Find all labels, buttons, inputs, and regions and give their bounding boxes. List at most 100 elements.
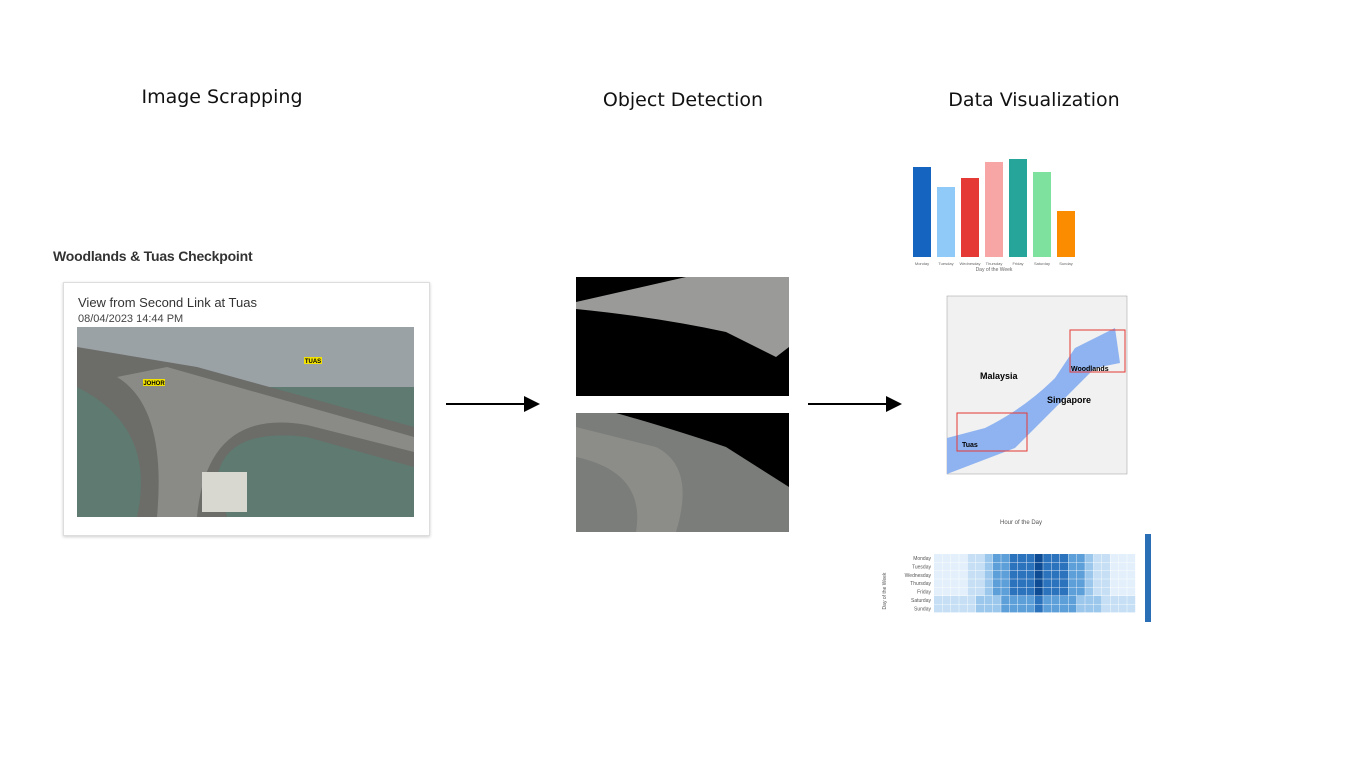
heatmap-cell bbox=[1060, 570, 1068, 579]
heatmap-cell bbox=[1076, 570, 1085, 579]
heatmap-cell bbox=[1110, 554, 1119, 562]
heatmap-cell bbox=[967, 579, 976, 588]
heatmap-cell bbox=[1043, 587, 1052, 596]
heatmap-cell bbox=[1060, 579, 1068, 588]
heatmap-cell bbox=[1110, 587, 1119, 596]
bar-chart-image: Day of the Week Monday Tuesday Wednesday Th… bbox=[913, 159, 1075, 273]
heatmap-cell bbox=[1051, 562, 1060, 571]
heading: Data Visualization bbox=[948, 89, 1120, 111]
row-label: Monday bbox=[913, 556, 931, 562]
heatmap-cell bbox=[1034, 596, 1043, 604]
heatmap-cell bbox=[1127, 562, 1136, 571]
heatmap-cell bbox=[942, 587, 951, 596]
heatmap-title: Hour of the Day bbox=[1000, 520, 1042, 526]
masked-area bbox=[616, 413, 789, 487]
camera-photo: JOHOR TUAS bbox=[77, 327, 414, 517]
heatmap-cell bbox=[1034, 587, 1043, 596]
heatmap-cell bbox=[1127, 579, 1136, 588]
heatmap-cell bbox=[1102, 596, 1110, 604]
heatmap-cell bbox=[1043, 554, 1052, 562]
x-tick-label: Saturday bbox=[1034, 261, 1050, 266]
row-label: Sunday bbox=[914, 606, 931, 612]
heatmap-cell bbox=[942, 570, 951, 579]
arrows bbox=[446, 396, 902, 412]
heatmap-cell bbox=[1051, 587, 1060, 596]
heading: Object Detection bbox=[602, 89, 764, 111]
heatmap-cell bbox=[1093, 579, 1102, 588]
heatmap-cell bbox=[942, 604, 951, 613]
heatmap-cell bbox=[1110, 562, 1119, 571]
heatmap-cell bbox=[1018, 604, 1026, 613]
heatmap-cell bbox=[1060, 587, 1068, 596]
heatmap-cell bbox=[976, 587, 984, 596]
heatmap-cell bbox=[934, 579, 942, 588]
heatmap-cell bbox=[1034, 579, 1043, 588]
heatmap-cell bbox=[976, 570, 984, 579]
heatmap-cell bbox=[1034, 604, 1043, 613]
colorbar bbox=[1145, 534, 1151, 622]
camera-card: View from Second Link at Tuas 08/04/2023… bbox=[63, 282, 430, 536]
heatmap-cell bbox=[1068, 596, 1077, 604]
heatmap-cell bbox=[959, 562, 968, 571]
x-tick-label: Thursday bbox=[986, 261, 1003, 266]
heatmap-cell bbox=[1018, 554, 1026, 562]
heatmap-cell bbox=[984, 570, 993, 579]
heatmap-cell bbox=[992, 604, 1001, 613]
heatmap-cell bbox=[1001, 570, 1010, 579]
heatmap-cell bbox=[1060, 596, 1068, 604]
heatmap-cell bbox=[950, 604, 959, 613]
heatmap-cell bbox=[1102, 570, 1110, 579]
heatmap-cell bbox=[934, 554, 942, 562]
heatmap-cell bbox=[1026, 562, 1035, 571]
heatmap-cell bbox=[984, 554, 993, 562]
heatmap-cell bbox=[1076, 587, 1085, 596]
heatmap-cell bbox=[976, 579, 984, 588]
heatmap-cell bbox=[1060, 604, 1068, 613]
heatmap-cell bbox=[967, 562, 976, 571]
heatmap-cell bbox=[1127, 604, 1136, 613]
heatmap-cell bbox=[1051, 604, 1060, 613]
box bbox=[1069, 329, 1126, 373]
x-axis-label: Day of the Week bbox=[976, 267, 1013, 273]
heatmap-cell bbox=[967, 570, 976, 579]
map-label: Singapore bbox=[1047, 395, 1091, 405]
heatmap-cell bbox=[1093, 562, 1102, 571]
heatmap-cell bbox=[1118, 587, 1127, 596]
heatmap-cell bbox=[967, 604, 976, 613]
heatmap-cell bbox=[1127, 587, 1136, 596]
heatmap-cell bbox=[1102, 604, 1110, 613]
heatmap-cell bbox=[1110, 570, 1119, 579]
heatmap-cell bbox=[1018, 579, 1026, 588]
heatmap-cell bbox=[934, 570, 942, 579]
heatmap-cell bbox=[976, 554, 984, 562]
heatmap-cell bbox=[1118, 579, 1127, 588]
heatmap-cell bbox=[1026, 587, 1035, 596]
heatmap-cell bbox=[959, 604, 968, 613]
source-title: Woodlands & Tuas Checkpoint bbox=[53, 248, 253, 264]
x-tick-label: Tuesday bbox=[938, 261, 953, 266]
heatmap-cell bbox=[1001, 579, 1010, 588]
heatmap-cell bbox=[1026, 570, 1035, 579]
heatmap-cell bbox=[1068, 554, 1077, 562]
heatmap-cell bbox=[1068, 562, 1077, 571]
heatmap-cell bbox=[1009, 562, 1018, 571]
heatmap-cell bbox=[1102, 579, 1110, 588]
heatmap-cell bbox=[1009, 554, 1018, 562]
heatmap-cell bbox=[1076, 562, 1085, 571]
heatmap-cell bbox=[959, 570, 968, 579]
heatmap-cell bbox=[992, 587, 1001, 596]
heatmap-cell bbox=[1068, 587, 1077, 596]
heatmap-cell bbox=[1034, 554, 1043, 562]
heatmap-cell bbox=[1001, 562, 1010, 571]
heatmap-cell bbox=[1034, 562, 1043, 571]
heatmap-cell bbox=[984, 562, 993, 571]
heatmap-cell bbox=[984, 587, 993, 596]
heatmap-cell bbox=[976, 604, 984, 613]
heatmap-cell bbox=[976, 596, 984, 604]
heatmap-cell bbox=[942, 596, 951, 604]
heatmap-cell bbox=[1068, 579, 1077, 588]
row-label: Thursday bbox=[910, 581, 931, 587]
heatmap-cell bbox=[1076, 579, 1085, 588]
heatmap-cell bbox=[959, 587, 968, 596]
